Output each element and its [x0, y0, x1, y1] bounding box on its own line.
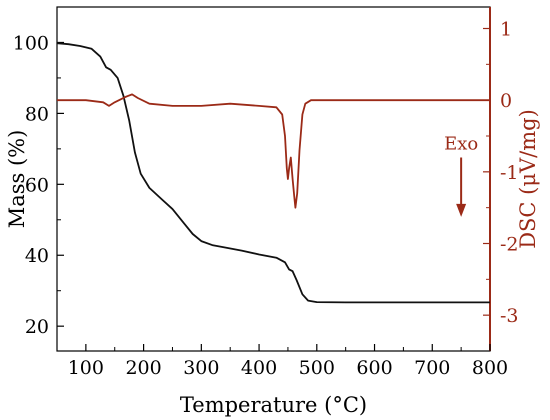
dsc-curve — [57, 93, 490, 209]
y-right-ticks: 1 0 -1 -2 -3 — [483, 19, 519, 327]
plot-frame — [56, 6, 491, 352]
series-lines — [56, 42, 490, 304]
exo-label: Exo — [444, 134, 478, 155]
x-tick-label: 400 — [241, 357, 277, 379]
x-tick-label: 500 — [299, 357, 335, 379]
y-left-tick-label: 40 — [25, 245, 49, 267]
y-left-tick-label: 80 — [25, 103, 49, 125]
y-left-axis-title: Mass (%) — [5, 130, 29, 229]
x-tick-label: 300 — [183, 357, 219, 379]
y-left-tick-label: 100 — [13, 32, 49, 54]
x-tick-label: 700 — [414, 357, 450, 379]
x-tick-label: 600 — [356, 357, 392, 379]
y-right-tick-label: -3 — [500, 305, 519, 327]
mass-curve — [56, 42, 490, 304]
exo-arrow-head — [456, 203, 467, 217]
y-right-tick-label: -2 — [500, 234, 519, 256]
y-left-ticks: 20 40 60 80 100 — [13, 32, 64, 338]
y-left-tick-label: 60 — [25, 174, 49, 196]
x-axis-title: Temperature (°C) — [180, 393, 367, 417]
y-right-tick-label: 0 — [500, 90, 512, 112]
y-right-tick-label: 1 — [500, 19, 512, 41]
x-tick-label: 800 — [472, 357, 508, 379]
x-tick-label: 100 — [68, 357, 104, 379]
y-left-tick-label: 20 — [25, 316, 49, 338]
x-ticks: 100 200 300 400 500 600 700 800 — [68, 344, 508, 379]
exo-annotation: Exo — [444, 134, 478, 217]
x-tick-label: 200 — [125, 357, 161, 379]
y-right-axis-title: DSC (μV/mg) — [516, 109, 540, 249]
y-right-tick-label: -1 — [500, 162, 519, 184]
